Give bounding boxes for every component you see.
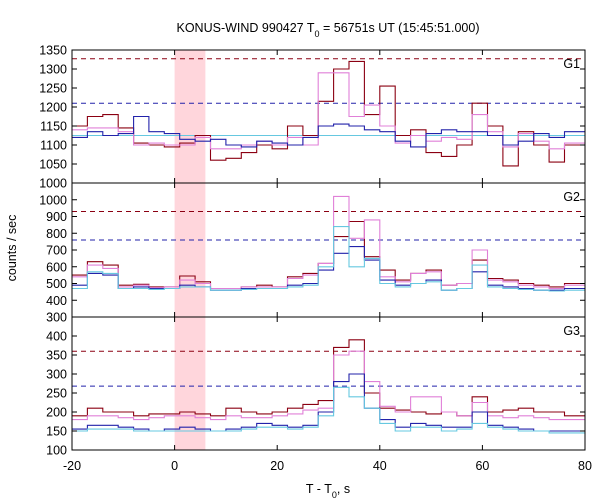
y-tick-label: 200 [46,406,67,420]
series-blue [72,246,585,291]
y-tick-label: 500 [46,277,67,291]
series-pink [72,195,585,290]
plot-panels: 1000 1050 1100 1150 1200 1250 1300 1350 G1 300 400… [39,44,586,458]
panel-g1: 1000 1050 1100 1150 1200 1250 1300 1350 G1 [39,44,586,191]
y-tick-label: 300 [46,368,67,382]
shaded-interval [174,317,206,450]
y-tick-label: 250 [46,387,67,401]
shaded-interval [174,183,206,317]
x-tick-label: 40 [373,459,387,473]
y-tick-label: 1350 [39,44,67,58]
x-axis-tick-labels: -20 0 20 40 60 80 [63,459,592,473]
chart-title-prefix: KONUS-WIND 990427 T [177,21,315,35]
panel-g2: 300 400 500 600 700 800 900 1000 G2 [39,182,586,325]
chart-title-suffix: = 56751s UT (15:45:51.000) [320,21,480,35]
x-tick-label: 20 [270,459,284,473]
panel-frame [71,316,586,451]
y-tick-label: 1050 [39,158,67,172]
x-axis-title-subscript: 0 [332,490,337,500]
x-axis-title: T - T0, s [306,482,350,500]
series-cyan [72,226,585,292]
x-axis-title-prefix: T - T [306,482,332,496]
y-tick-label: 900 [46,210,67,224]
y-tick-label: 100 [46,444,67,458]
panel-label: G2 [563,190,580,204]
y-tick-label: 350 [46,349,67,363]
y-tick-label: 150 [46,425,67,439]
shaded-interval [174,50,206,183]
y-tick-label: 1150 [40,120,67,134]
y-tick-label: 1200 [39,101,67,115]
chart-title: KONUS-WIND 990427 T0 = 56751s UT (15:45:… [177,21,480,39]
y-tick-label: 1000 [39,177,67,191]
x-tick-label: -20 [63,459,81,473]
y-tick-label: 600 [46,260,67,274]
x-tick-label: 0 [171,459,178,473]
series-cyan [72,386,585,434]
series-blue [72,373,585,432]
y-tick-label: 300 [46,311,67,325]
y-tick-label: 1250 [39,82,67,96]
panel-label: G3 [563,324,580,338]
panel-label: G1 [563,57,580,71]
y-tick-label: 1100 [40,139,67,153]
y-tick-label: 400 [46,330,67,344]
y-tick-label: 400 [46,294,67,308]
x-axis-title-suffix: , s [337,482,350,496]
series-blue [72,115,585,148]
panel-g3: 100 150 200 250 300 350 400 G3 [46,316,586,458]
x-tick-label: 80 [578,459,592,473]
y-axis-title: counts / sec [5,215,19,282]
y-tick-label: 1000 [39,193,67,207]
x-tick-label: 60 [475,459,489,473]
chart-title-subscript: 0 [315,29,320,39]
y-tick-label: 1300 [39,63,67,77]
y-tick-label: 700 [46,244,67,258]
y-tick-label: 800 [46,227,67,241]
